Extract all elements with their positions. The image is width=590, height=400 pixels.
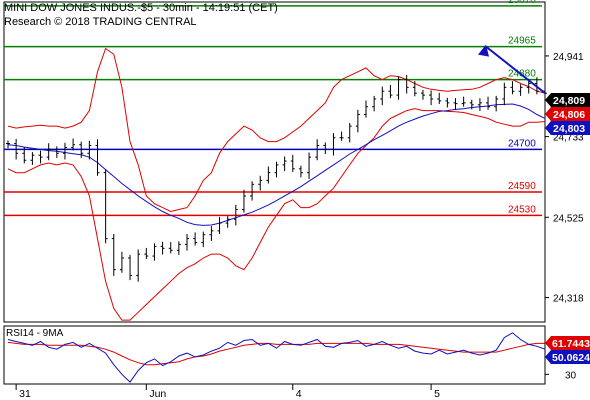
rsi-badge-bg <box>545 350 590 364</box>
level-label-24530: 24530 <box>508 204 536 215</box>
price-badge-label: 24,803 <box>553 123 585 135</box>
rsi-plot-frame <box>3 325 546 385</box>
projection-arrow-shaft <box>485 45 546 94</box>
price-badge-bg <box>545 93 590 107</box>
rsi-line <box>7 332 546 383</box>
y-tick-label: 24,941 <box>553 52 584 63</box>
projection-arrow-head <box>478 44 489 57</box>
rsi-title: RSI14 - 9MA <box>6 328 64 339</box>
y-tick-label: 24,525 <box>553 213 584 224</box>
price-badge-label: 24,809 <box>553 95 585 107</box>
rsi-badge-label: 61.7443 <box>552 338 590 350</box>
bollinger-lower-line <box>7 108 546 321</box>
x-tick-label: Jun <box>149 388 166 400</box>
rsi-badge-bg <box>545 336 590 350</box>
rsi-ma-line <box>7 341 545 366</box>
x-tick-label: 31 <box>19 388 31 400</box>
y-tick-label: 24,318 <box>553 294 584 305</box>
level-label-24700: 24700 <box>508 138 536 149</box>
rsi-y-tick-label: 30 <box>565 370 577 381</box>
price-badge-label: 24,806 <box>553 109 585 121</box>
main-plot-frame <box>3 1 546 323</box>
bollinger-upper-line <box>7 47 546 213</box>
chart-title: MINI DOW JONES INDUS.-$5 - 30min - 14:19… <box>4 2 278 14</box>
chart-copyright: Research © 2018 TRADING CENTRAL <box>4 16 197 28</box>
price-badge-bg <box>545 121 590 135</box>
x-tick-label: 4 <box>296 388 302 400</box>
level-label-24965: 24965 <box>508 36 536 47</box>
price-badge-bg <box>545 107 590 121</box>
x-tick-label: 5 <box>434 388 440 400</box>
y-tick-label: 24,733 <box>553 133 584 144</box>
level-label-25070: 25070 <box>508 0 536 6</box>
rsi-badge-label: 50.0624 <box>552 352 590 364</box>
level-label-24590: 24590 <box>508 181 536 192</box>
